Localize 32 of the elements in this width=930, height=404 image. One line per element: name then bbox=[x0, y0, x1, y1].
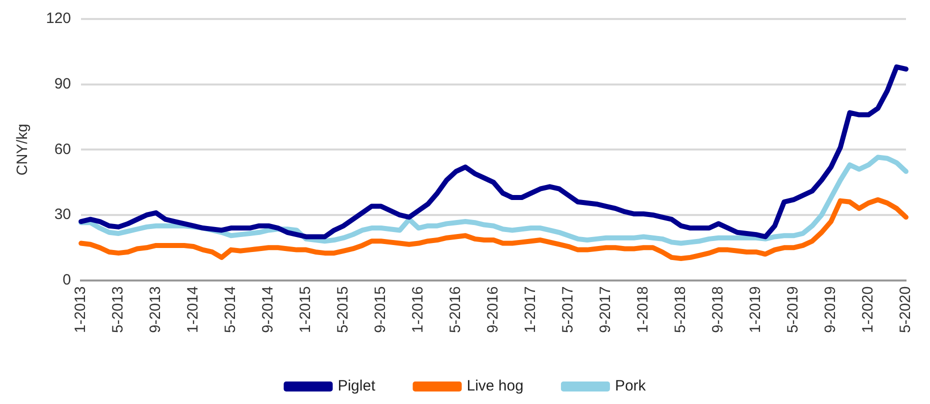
y-tick-label: 60 bbox=[54, 140, 72, 158]
x-tick-label: 5-2013 bbox=[110, 286, 127, 334]
x-tick-label: 1-2014 bbox=[184, 286, 202, 334]
x-tick-label: 5-2016 bbox=[447, 286, 464, 334]
x-tick-label: 9-2013 bbox=[147, 286, 164, 334]
x-tick-label: 5-2017 bbox=[560, 286, 577, 334]
x-tick-label: 1-2018 bbox=[634, 286, 652, 334]
legend-label: Piglet bbox=[338, 378, 376, 395]
x-tick-label: 5-2018 bbox=[672, 286, 690, 334]
legend-label: Live hog bbox=[466, 378, 524, 395]
x-tick-label: 1-2019 bbox=[747, 286, 764, 334]
x-tick-label: 5-2015 bbox=[334, 286, 352, 334]
x-tick-label: 5-2019 bbox=[784, 286, 802, 334]
x-tick-label: 1-2016 bbox=[410, 286, 427, 334]
x-tick-label: 1-2017 bbox=[522, 286, 540, 334]
legend-label: Pork bbox=[614, 378, 646, 395]
x-tick-label: 5-2020 bbox=[897, 286, 914, 334]
y-tick-label: 90 bbox=[54, 75, 72, 92]
y-axis-title: CNY/kg bbox=[14, 124, 32, 176]
y-tick-label: 120 bbox=[46, 10, 72, 28]
x-tick-label: 9-2016 bbox=[484, 286, 502, 334]
x-tick-label: 1-2020 bbox=[860, 286, 877, 334]
x-tick-label: 5-2014 bbox=[222, 286, 240, 334]
x-tick-label: 9-2018 bbox=[710, 286, 727, 334]
x-tick-label: 9-2015 bbox=[372, 286, 390, 334]
x-tick-label: 1-2015 bbox=[297, 286, 314, 334]
y-tick-label: 30 bbox=[54, 206, 72, 224]
y-tick-label: 0 bbox=[62, 271, 72, 288]
x-tick-label: 9-2017 bbox=[597, 286, 614, 334]
x-tick-label: 9-2019 bbox=[822, 286, 840, 334]
x-tick-label: 1-2013 bbox=[72, 286, 90, 334]
x-tick-label: 9-2014 bbox=[260, 286, 277, 334]
